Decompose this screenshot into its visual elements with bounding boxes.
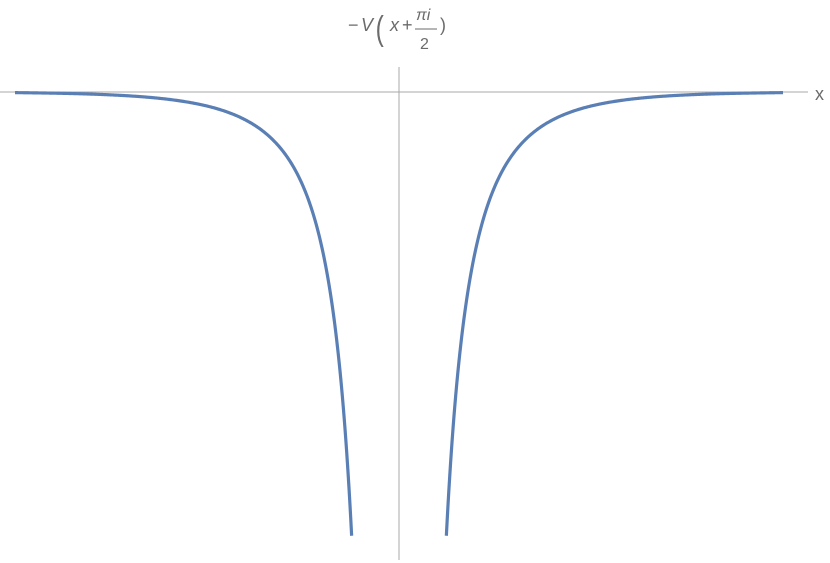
title-numerator: πi — [416, 7, 431, 24]
curve-branch-right — [444, 91, 784, 536]
series-layer — [14, 91, 784, 536]
title-denominator: 2 — [420, 36, 429, 53]
title-func: V — [361, 15, 375, 35]
curve-branch-left — [14, 91, 354, 536]
x-axis-label: x — [815, 84, 824, 104]
title-var: x — [389, 15, 400, 35]
title-paren-open: ( — [376, 10, 384, 48]
title-plus: + — [402, 15, 413, 35]
title-minus: − — [348, 15, 359, 35]
title-paren-close: ) — [440, 15, 446, 35]
chart-title: − V ( x + πi 2 ) — [348, 7, 446, 53]
